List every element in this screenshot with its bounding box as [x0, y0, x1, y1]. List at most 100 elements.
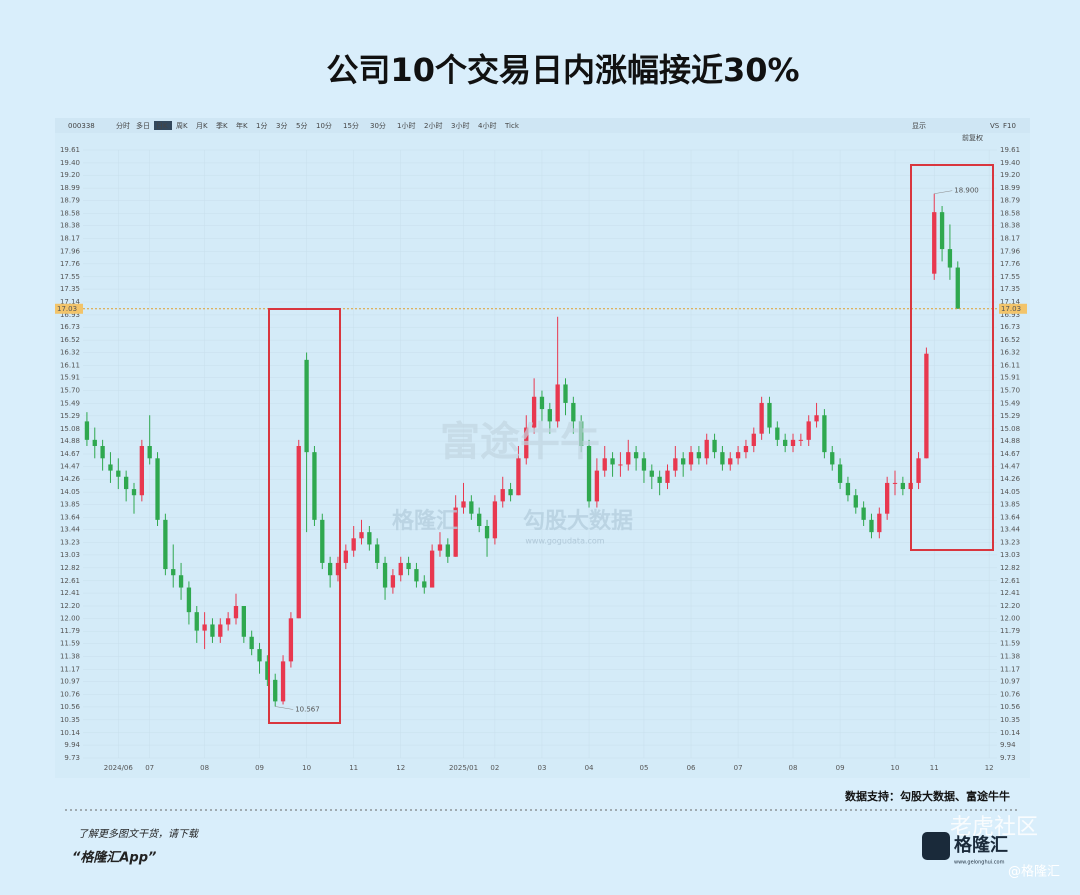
y-tick-label: 12.61	[1000, 577, 1020, 585]
candle-body	[398, 562, 403, 576]
candle-body	[767, 402, 772, 428]
y-tick-label: 9.73	[64, 754, 80, 762]
toolbar-item: 显示	[912, 122, 926, 130]
y-tick-label: 11.79	[60, 627, 80, 635]
y-tick-label: 16.73	[1000, 323, 1020, 331]
adjust-mode: 前复权	[962, 133, 983, 142]
y-tick-label: 11.17	[1000, 665, 1020, 673]
x-tick-label: 04	[585, 764, 594, 772]
candle-body	[194, 612, 199, 631]
y-tick-label: 14.05	[60, 488, 80, 496]
x-tick-label: 11	[930, 764, 939, 772]
y-tick-label: 15.49	[60, 400, 80, 408]
candle-body	[869, 519, 874, 533]
candle-body	[681, 458, 686, 465]
candle-body	[367, 532, 372, 545]
handle: @格隆汇	[1008, 864, 1060, 880]
y-tick-label: 14.26	[1000, 475, 1021, 483]
y-tick-label: 13.23	[60, 539, 80, 547]
y-tick-label: 11.38	[1000, 652, 1020, 660]
candle-body	[312, 452, 317, 520]
candle-body	[84, 421, 90, 440]
toolbar-item: 分时	[116, 121, 130, 130]
y-tick-label: 13.44	[60, 526, 81, 534]
source-note: 数据支持：勾股大数据、富途牛牛	[845, 789, 1010, 803]
y-tick-label: 11.79	[1000, 627, 1020, 635]
candle-body	[171, 569, 176, 576]
x-tick-label: 12	[985, 764, 994, 772]
candle-body	[265, 661, 270, 680]
y-tick-label: 14.67	[60, 450, 80, 458]
candle-body	[390, 575, 396, 588]
x-tick-label: 12	[396, 764, 405, 772]
candle-body	[163, 519, 168, 570]
candle-body	[437, 544, 443, 551]
x-tick-label: 09	[836, 764, 845, 772]
x-tick-label: 2025/01	[449, 764, 478, 772]
toolbar-item: 4小时	[478, 121, 496, 130]
toolbar-item: 15分	[343, 121, 359, 130]
candle-body	[123, 476, 129, 490]
y-tick-label: 10.14	[60, 729, 81, 737]
candle-body	[649, 470, 654, 477]
y-tick-label: 12.00	[60, 614, 80, 622]
y-tick-label: 17.55	[1000, 273, 1020, 281]
toolbar-item: 1分	[256, 121, 267, 130]
y-tick-label: 17.96	[1000, 248, 1021, 256]
candle-body	[673, 458, 678, 471]
toolbar-item: 年K	[236, 121, 248, 130]
y-tick-label: 18.38	[60, 222, 80, 230]
y-tick-label: 18.99	[1000, 184, 1020, 192]
candle-body	[735, 452, 741, 459]
y-tick-label: 12.20	[60, 602, 80, 610]
y-tick-label: 14.88	[1000, 437, 1020, 445]
candle-body	[900, 482, 906, 490]
toolbar-item: 月K	[196, 122, 208, 130]
candle-body	[830, 452, 835, 465]
candle-body	[688, 452, 694, 465]
y-tick-label: 14.88	[60, 437, 80, 445]
y-tick-label: 15.29	[60, 412, 80, 420]
candle-body	[657, 476, 662, 483]
candle-body	[375, 544, 380, 563]
candle-body	[92, 439, 97, 446]
candle-body	[280, 661, 286, 702]
x-tick-label: 07	[734, 764, 743, 772]
candle-body	[320, 519, 325, 563]
y-tick-label: 10.97	[1000, 678, 1020, 686]
candle-body	[790, 439, 796, 446]
y-tick-label: 14.67	[1000, 450, 1020, 458]
page-title: 公司10个交易日内涨幅接近30%	[326, 51, 799, 89]
y-tick-label: 16.93	[1000, 311, 1020, 319]
highlight-box	[910, 164, 994, 551]
candle-body	[233, 606, 239, 619]
y-tick-label: 10.56	[60, 703, 81, 711]
x-tick-label: 06	[687, 764, 696, 772]
candle-body	[579, 421, 584, 446]
y-tick-label: 14.05	[1000, 488, 1020, 496]
x-tick-label: 07	[145, 764, 154, 772]
y-tick-label: 18.58	[1000, 209, 1020, 217]
candle-body	[626, 452, 631, 465]
candle-body	[947, 249, 953, 268]
toolbar-item: 5分	[296, 121, 307, 130]
toolbar-item: 周K	[176, 122, 188, 130]
toolbar-item: 3小时	[451, 121, 469, 130]
candle-body	[225, 618, 231, 625]
candle-body	[641, 458, 647, 471]
y-tick-label: 15.08	[1000, 425, 1020, 433]
toolbar-item: 3分	[276, 121, 287, 130]
watermark: 富途牛牛	[440, 419, 600, 465]
y-tick-label: 15.70	[60, 387, 80, 395]
candle-body	[343, 550, 348, 563]
candle-body	[916, 458, 921, 483]
candle-body	[461, 501, 466, 508]
plot: 000338 分时 多日 日K 周K 月K 季K 年K 1分 3分 5分 10分 15分 30分 1小时 2小…	[55, 121, 1027, 772]
y-tick-label: 15.08	[60, 425, 80, 433]
y-tick-label: 13.03	[60, 551, 80, 559]
y-tick-label: 19.40	[60, 159, 80, 167]
y-tick-label: 19.20	[60, 171, 80, 179]
y-tick-label: 13.03	[1000, 551, 1020, 559]
candle-body	[712, 439, 717, 453]
annotation-leader	[934, 190, 953, 194]
